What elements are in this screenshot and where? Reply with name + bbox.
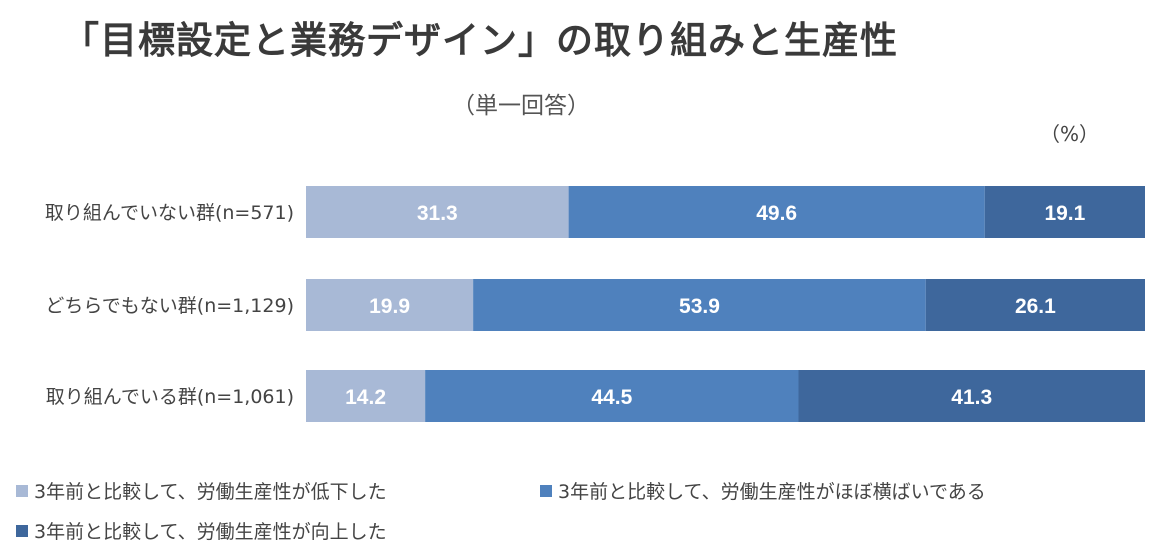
legend-swatch-flat (540, 484, 552, 497)
legend-label-increased: 3年前と比較して、労働生産性が向上した (34, 521, 387, 543)
legend-swatch-decreased (16, 484, 28, 497)
data-label: 26.1 (1015, 295, 1056, 318)
legend-label-decreased: 3年前と比較して、労働生産性が低下した (34, 481, 387, 503)
data-label: 14.2 (345, 386, 386, 409)
bar-segment-decreased (306, 186, 569, 238)
category-label: 取り組んでいない群(n=571) (45, 202, 294, 224)
data-label: 44.5 (591, 386, 632, 409)
bar-segment-flat (425, 370, 799, 422)
legend-label-flat: 3年前と比較して、労働生産性がほぼ横ばいである (558, 481, 986, 503)
bar-segment-increased (925, 279, 1145, 331)
category-label: 取り組んでいる群(n=1,061) (46, 386, 294, 408)
data-label: 49.6 (756, 202, 797, 225)
legend-item-increased: 3年前と比較して、労働生産性が向上した (16, 517, 387, 544)
data-label: 31.3 (417, 202, 458, 225)
data-label: 19.9 (369, 295, 410, 318)
data-label: 19.1 (1044, 202, 1085, 225)
data-label: 41.3 (951, 386, 992, 409)
bar-segment-flat (568, 186, 985, 238)
legend-item-decreased: 3年前と比較して、労働生産性が低下した (16, 477, 387, 504)
bar-segment-increased (798, 370, 1145, 422)
legend-swatch-increased (16, 524, 28, 537)
bar-segment-flat (473, 279, 926, 331)
unit-label: （%） (1040, 122, 1100, 146)
chart-subtitle: （単一回答） (452, 93, 590, 119)
chart-title: 「目標設定と業務デザイン」の取り組みと生産性 (62, 19, 898, 62)
bar-segment-increased (984, 186, 1145, 238)
category-label: どちらでもない群(n=1,129) (45, 295, 294, 317)
data-label: 53.9 (679, 295, 720, 318)
legend-item-flat: 3年前と比較して、労働生産性がほぼ横ばいである (540, 477, 986, 504)
bar-segment-decreased (306, 370, 426, 422)
bar-segment-decreased (306, 279, 474, 331)
